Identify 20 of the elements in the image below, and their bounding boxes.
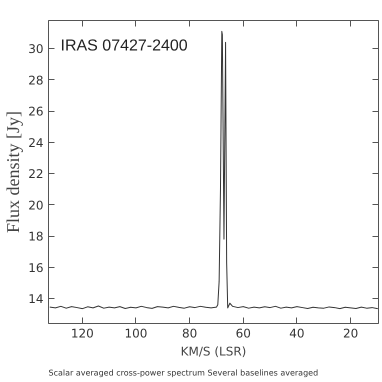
text: Scalar averaged cross-power spectrum Several baselines averaged	[48, 368, 318, 378]
y-tick-label: 22	[28, 167, 44, 182]
y-axis-title: Flux density [Jy]	[3, 110, 24, 233]
y-tick-label: 24	[28, 136, 44, 150]
y-tick-label: 28	[28, 73, 44, 88]
y-tick-label: 16	[28, 260, 44, 275]
line-series	[50, 30, 378, 310]
x-tick-label: 120	[70, 326, 94, 340]
y-tick-label: 18	[28, 230, 44, 244]
y-tick-label: 14	[28, 292, 44, 306]
y-tick-label: 30	[28, 42, 44, 56]
x-tick-label: 60	[236, 326, 251, 340]
x-tick-label: 40	[289, 326, 305, 340]
x-tick-label: 20	[342, 326, 358, 340]
y-tick-label: 20	[28, 198, 44, 212]
y-tick-label: 26	[28, 104, 44, 119]
text: IRAS 07427-2400	[60, 38, 188, 54]
x-axis-title: KM/S (LSR)	[180, 344, 246, 358]
x-tick-label: 80	[182, 326, 198, 340]
x-tick-label: 100	[124, 326, 148, 340]
